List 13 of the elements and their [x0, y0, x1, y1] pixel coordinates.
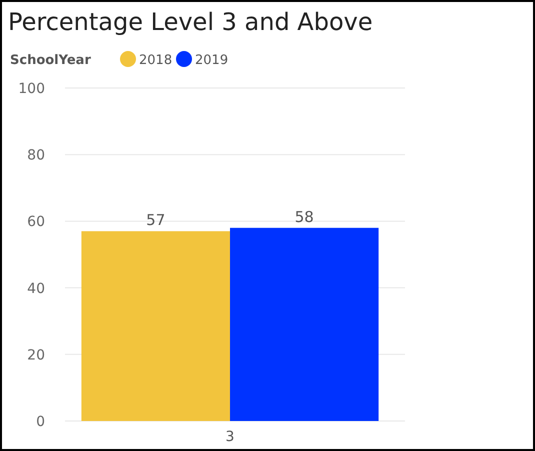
y-tick-label: 80: [27, 148, 45, 164]
legend-label: 2019: [195, 53, 228, 68]
data-label: 57: [146, 211, 166, 230]
legend-title: SchoolYear: [10, 53, 92, 68]
y-tick-label: 0: [36, 414, 45, 430]
y-tick-label: 60: [27, 214, 45, 230]
legend-label: 2018: [139, 53, 172, 68]
chart-title: Percentage Level 3 and Above: [8, 8, 373, 36]
y-tick-label: 100: [18, 81, 45, 97]
data-label: 58: [294, 208, 314, 226]
y-tick-label: 20: [27, 347, 45, 364]
x-tick-label: 3: [226, 429, 234, 445]
y-tick-label: 40: [27, 280, 45, 297]
